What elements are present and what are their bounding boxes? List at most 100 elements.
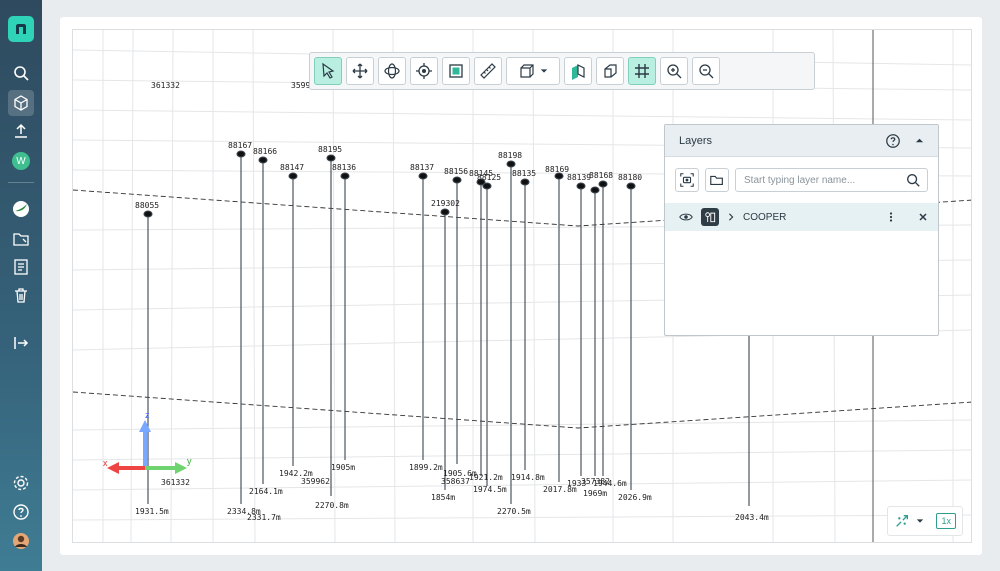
layer-search-box[interactable] <box>735 168 928 192</box>
section-plane-icon <box>572 64 585 80</box>
workspace-avatar[interactable]: W <box>8 148 34 174</box>
close-icon[interactable] <box>918 212 928 222</box>
speed-button[interactable]: 1x <box>936 513 956 529</box>
depth-label: 1905.6m <box>443 469 477 478</box>
target-tool-button[interactable] <box>410 57 438 85</box>
logo-icon[interactable] <box>8 16 34 42</box>
drillhole[interactable] <box>576 182 586 476</box>
hole-label: 88136 <box>332 163 356 172</box>
animation-icon[interactable] <box>894 513 910 529</box>
layers-header: Layers <box>665 125 938 157</box>
hole-label: 88167 <box>228 141 252 150</box>
depth-label: 2331.7m <box>247 513 281 522</box>
section-box-icon <box>604 64 617 78</box>
drillhole[interactable] <box>418 172 428 460</box>
collapse-icon[interactable] <box>910 132 928 150</box>
zoom-in-icon <box>667 64 682 79</box>
drillhole[interactable] <box>506 160 516 504</box>
drillhole[interactable] <box>482 182 492 486</box>
axis-x-label: x <box>103 458 108 468</box>
frame-tool-button[interactable] <box>442 57 470 85</box>
help-icon[interactable] <box>8 499 34 525</box>
help-icon[interactable] <box>884 132 902 150</box>
select-tool-button[interactable] <box>314 57 342 85</box>
zoom-in-button[interactable] <box>660 57 688 85</box>
drillhole[interactable] <box>236 150 246 504</box>
folder-open-icon <box>710 175 723 186</box>
hole-label: 88135 <box>512 169 536 178</box>
orbit-tool-button[interactable] <box>378 57 406 85</box>
layer-search-input[interactable] <box>744 174 905 186</box>
search-icon[interactable] <box>8 60 34 86</box>
move-tool-button[interactable] <box>346 57 374 85</box>
gear-icon[interactable] <box>8 470 34 496</box>
search-icon <box>907 174 920 187</box>
3d-viewport[interactable]: 88055 88167 88166 88147 88195 88136 8813… <box>72 29 972 543</box>
layer-item[interactable]: COOPER <box>665 203 938 231</box>
playback-control: 1x <box>887 506 963 536</box>
layers-title: Layers <box>679 134 713 147</box>
drillhole[interactable] <box>288 172 298 466</box>
upload-icon[interactable] <box>8 118 34 144</box>
logout-icon[interactable] <box>8 330 34 356</box>
drillhole[interactable] <box>452 176 462 464</box>
sidebar-divider <box>8 182 34 183</box>
hole-label: 88168 <box>589 171 613 180</box>
depth-label: 2043.4m <box>735 513 769 522</box>
notes-icon[interactable] <box>8 254 34 280</box>
move-icon <box>352 63 368 79</box>
cube-icon[interactable] <box>8 90 34 116</box>
grid-icon <box>635 64 649 78</box>
drillhole[interactable] <box>258 156 268 484</box>
chevron-down-icon <box>540 69 548 73</box>
drillhole[interactable] <box>590 186 600 476</box>
measure-tool-button[interactable] <box>474 57 502 85</box>
hole-label: 88147 <box>280 163 304 172</box>
camera-icon <box>680 173 694 187</box>
depth-label: 1921.2m <box>469 473 503 482</box>
folder-icon[interactable] <box>8 226 34 252</box>
hole-label: 88137 <box>410 163 434 172</box>
sidebar: W <box>0 0 42 571</box>
avatar[interactable] <box>8 528 34 554</box>
section-a-button[interactable] <box>564 57 592 85</box>
snapshot-button[interactable] <box>675 168 699 192</box>
extra-label: 359962 <box>301 477 330 486</box>
hole-label: 88055 <box>135 201 159 210</box>
zoom-out-button[interactable] <box>692 57 720 85</box>
leaf-icon[interactable] <box>8 196 34 222</box>
section-b-button[interactable] <box>596 57 624 85</box>
open-folder-button[interactable] <box>705 168 729 192</box>
hole-label: 88198 <box>498 151 522 160</box>
extra-label: 358637 <box>441 477 470 486</box>
extra-label: 357382 <box>581 477 610 486</box>
drillhole-layer-icon <box>701 208 719 226</box>
more-vertical-icon[interactable] <box>886 212 896 222</box>
depth-label: 2017.8m <box>543 485 577 494</box>
depth-label: 2270.5m <box>497 507 531 516</box>
view-cube-dropdown[interactable] <box>506 57 560 85</box>
chevron-right-icon[interactable] <box>727 213 735 221</box>
axis-gizmo: x y z <box>103 410 192 474</box>
crosshair-icon <box>416 63 432 79</box>
drillhole[interactable] <box>340 172 350 460</box>
drillhole[interactable] <box>520 178 530 470</box>
drillhole[interactable] <box>143 210 153 504</box>
drillhole[interactable] <box>598 180 608 476</box>
chevron-down-icon[interactable] <box>916 517 924 525</box>
axis-z-label: z <box>145 410 150 420</box>
orbit-icon <box>384 63 400 79</box>
drillhole[interactable] <box>440 208 450 490</box>
drillhole[interactable] <box>554 172 564 482</box>
trash-icon[interactable] <box>8 282 34 308</box>
hole-label: 88180 <box>618 173 642 182</box>
drillhole[interactable] <box>326 154 336 496</box>
drillhole[interactable] <box>476 178 486 476</box>
drillhole[interactable] <box>626 182 636 490</box>
grid-toggle-button[interactable] <box>628 57 656 85</box>
viewer-toolbar <box>309 52 815 90</box>
depth-label: 2026.9m <box>618 493 652 502</box>
depth-label: 1942.2m <box>279 469 313 478</box>
eye-icon[interactable] <box>679 210 693 224</box>
depth-label: 1854m <box>431 493 455 502</box>
